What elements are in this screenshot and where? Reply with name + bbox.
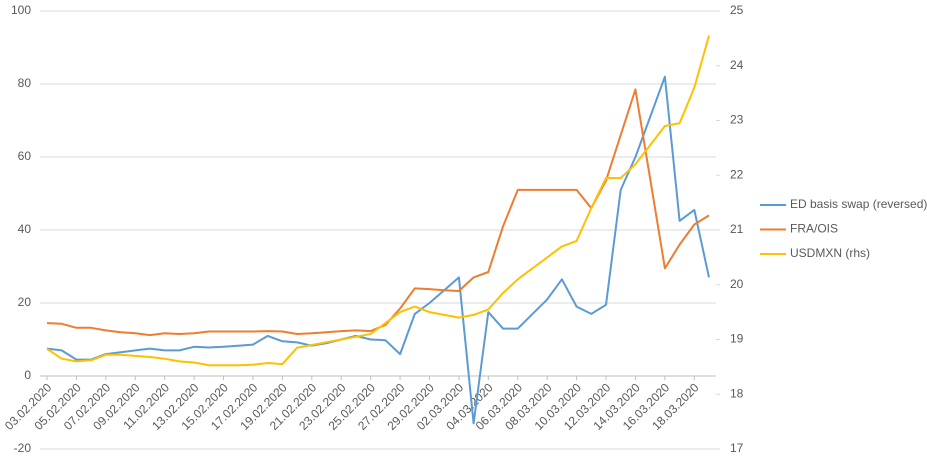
y2-tick-label: 22 [730, 167, 744, 181]
y2-tick-label: 19 [730, 332, 744, 346]
y-tick-label: -20 [14, 441, 32, 455]
y-tick-label: 40 [18, 222, 32, 236]
legend-label: USDMXN (rhs) [790, 246, 870, 260]
series-line [46, 75, 710, 425]
y-tick-label: 80 [18, 76, 32, 90]
series-line [46, 88, 710, 337]
series-line [46, 35, 710, 367]
y2-tick-label: 24 [730, 58, 744, 72]
y2-tick-label: 25 [730, 3, 744, 17]
y-tick-label: 0 [24, 368, 31, 382]
y-tick-label: 60 [18, 149, 32, 163]
y2-tick-label: 21 [730, 222, 744, 236]
y-tick-label: 20 [18, 295, 32, 309]
y2-tick-label: 23 [730, 113, 744, 127]
y2-tick-label: 20 [730, 277, 744, 291]
legend-label: ED basis swap (reversed) [790, 197, 927, 211]
y2-tick-label: 18 [730, 386, 744, 400]
y2-tick-label: 17 [730, 441, 744, 455]
y-tick-label: 100 [11, 3, 31, 17]
legend-label: FRA/OIS [790, 222, 838, 236]
